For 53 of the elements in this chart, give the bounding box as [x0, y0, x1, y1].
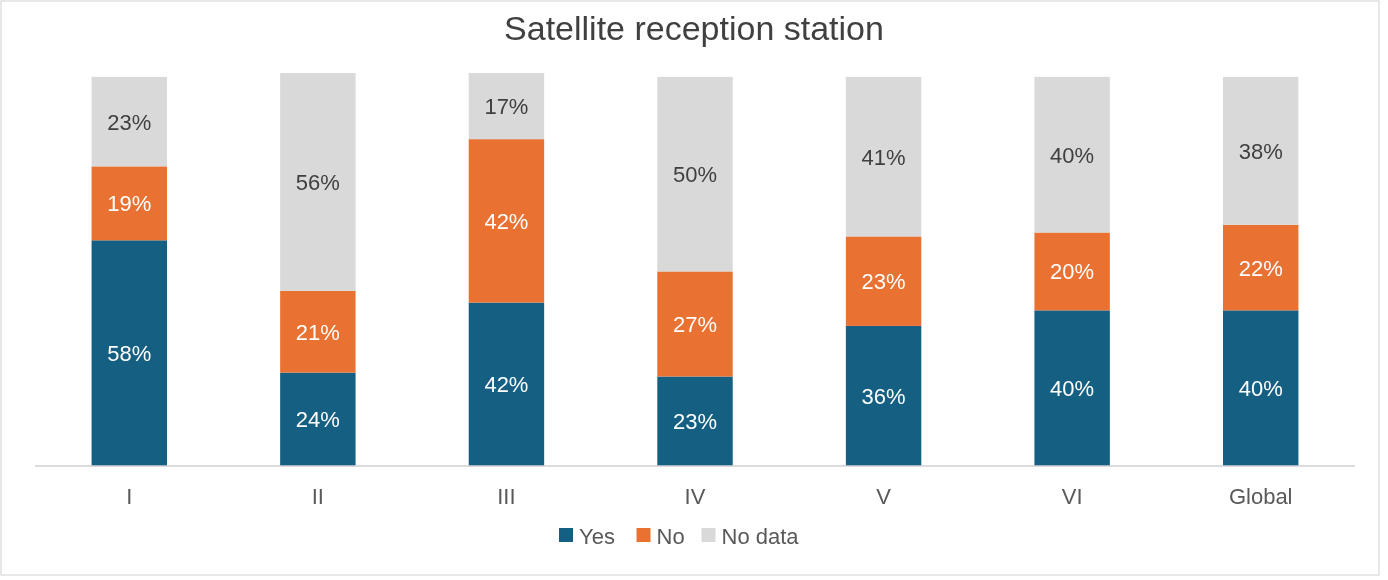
data-label: 42% — [484, 208, 529, 234]
bar — [845, 236, 922, 326]
bar — [91, 166, 167, 241]
data-label: 17% — [484, 94, 529, 120]
x-tick-label: I — [126, 483, 133, 509]
bar — [280, 372, 356, 466]
bar — [468, 302, 545, 466]
bar — [1034, 232, 1110, 311]
data-label: 38% — [1238, 138, 1283, 164]
legend-label: No data — [721, 524, 800, 549]
x-tick-label: II — [311, 483, 324, 509]
data-label: 40% — [1050, 142, 1095, 168]
bar — [657, 271, 733, 377]
x-tick-label: VI — [1061, 483, 1083, 509]
bar — [657, 76, 733, 272]
legend-label: Yes — [579, 524, 615, 549]
data-label: 56% — [295, 169, 340, 195]
bar — [657, 376, 733, 466]
data-label: 21% — [295, 319, 340, 345]
data-label: 42% — [484, 372, 529, 398]
bar — [1223, 224, 1299, 311]
chart-title: Satellite reception station — [504, 9, 884, 47]
x-tick-label: V — [876, 483, 892, 509]
data-label: 22% — [1238, 255, 1283, 281]
data-label: 40% — [1050, 376, 1095, 402]
bar — [468, 73, 545, 140]
data-label: 41% — [861, 144, 906, 170]
bar — [1034, 76, 1110, 233]
bar — [845, 76, 922, 237]
x-tick-label: III — [497, 483, 516, 509]
data-label: 36% — [861, 383, 906, 409]
x-tick-label: IV — [684, 483, 706, 509]
bar — [91, 76, 167, 167]
data-label: 19% — [107, 191, 152, 217]
data-label: 27% — [672, 311, 718, 337]
data-label: 24% — [295, 407, 340, 433]
data-label: 23% — [107, 109, 152, 135]
bar — [280, 73, 356, 291]
bar — [468, 139, 545, 303]
bar — [845, 325, 922, 466]
data-label: 58% — [107, 341, 152, 367]
bar — [1034, 310, 1110, 466]
data-label: 23% — [861, 269, 906, 295]
bar — [91, 240, 167, 466]
bar — [1223, 76, 1299, 225]
data-label: 23% — [672, 409, 718, 435]
data-label: 20% — [1050, 259, 1095, 285]
data-label: 40% — [1238, 376, 1283, 402]
legend-label: No — [656, 524, 685, 549]
data-label: 50% — [672, 162, 718, 188]
bar — [280, 290, 356, 373]
x-tick-label: Global — [1228, 483, 1293, 509]
bar — [1223, 310, 1299, 466]
